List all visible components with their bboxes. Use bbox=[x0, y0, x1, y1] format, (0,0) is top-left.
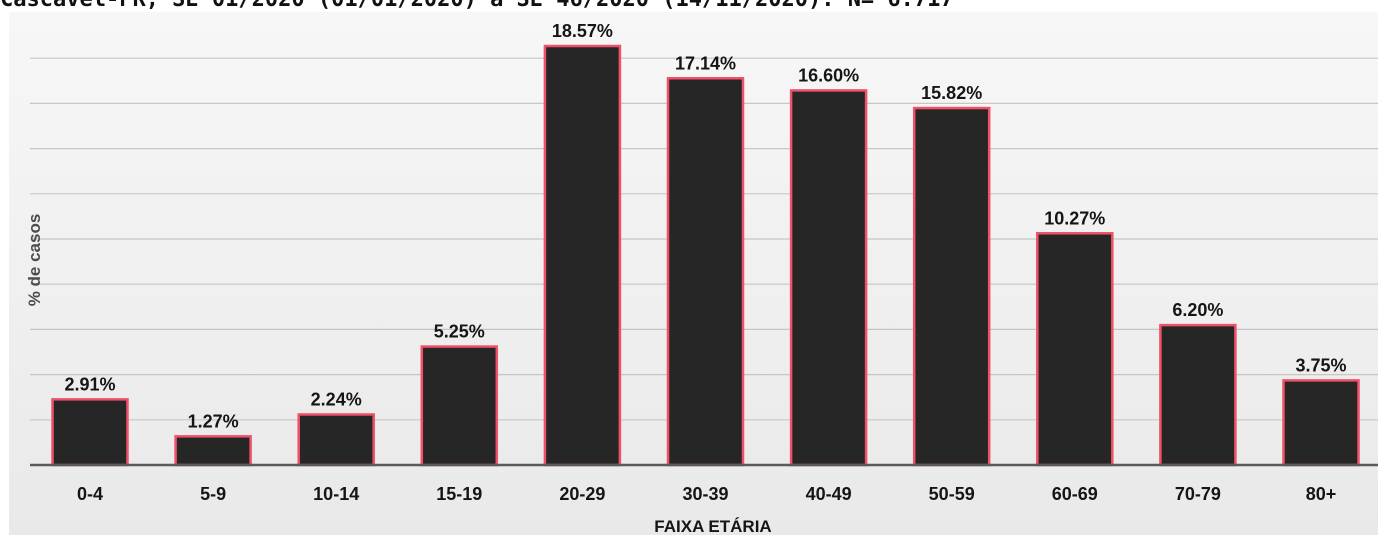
bar-value-label: 2.24% bbox=[311, 389, 362, 409]
x-tick-label: 60-69 bbox=[1052, 484, 1098, 504]
bar-value-label: 16.60% bbox=[798, 65, 859, 85]
x-axis-title: FAIXA ETÁRIA bbox=[654, 517, 771, 535]
value-labels: 2.91% 1.27% 2.24% 5.25% 18.57% 17.14% 16.60% 15… bbox=[64, 21, 1346, 431]
x-tick-label: 10-14 bbox=[313, 484, 359, 504]
x-tick-label: 40-49 bbox=[806, 484, 852, 504]
bar-60-69 bbox=[1036, 232, 1114, 467]
x-tick-label: 30-39 bbox=[682, 484, 728, 504]
x-tick-label: 15-19 bbox=[436, 484, 482, 504]
x-tick-label: 0-4 bbox=[77, 484, 103, 504]
bar-15-19 bbox=[420, 345, 499, 467]
x-tick-labels: 0-4 5-9 10-14 15-19 20-29 30-39 40-49 50-59 60-6… bbox=[77, 484, 1336, 504]
bar-30-39 bbox=[666, 77, 745, 467]
bar-value-label: 18.57% bbox=[552, 21, 613, 41]
bar-value-label: 5.25% bbox=[434, 322, 485, 342]
bar-value-label: 15.82% bbox=[921, 83, 982, 103]
x-tick-label: 5-9 bbox=[200, 484, 226, 504]
bar-0-4 bbox=[51, 398, 129, 467]
bar-80+ bbox=[1282, 379, 1360, 467]
bar-value-label: 3.75% bbox=[1295, 355, 1346, 375]
bar-70-79 bbox=[1159, 323, 1237, 467]
bars bbox=[51, 44, 1360, 467]
bar-value-label: 17.14% bbox=[675, 53, 736, 73]
chart-title-strip: Cascavel-PR, SE 01/2020 (01/01/2020) a S… bbox=[0, 0, 1378, 12]
x-tick-label: 70-79 bbox=[1175, 484, 1221, 504]
bar-value-label: 1.27% bbox=[188, 411, 239, 431]
chart-title: Cascavel-PR, SE 01/2020 (01/01/2020) a S… bbox=[0, 0, 954, 12]
bar-value-label: 2.91% bbox=[64, 374, 115, 394]
x-tick-label: 20-29 bbox=[559, 484, 605, 504]
bar-value-label: 6.20% bbox=[1172, 300, 1223, 320]
y-axis-title: % de casos bbox=[25, 214, 44, 307]
bar-10-14 bbox=[297, 413, 375, 467]
bar-5-9 bbox=[174, 435, 252, 467]
bar-20-29 bbox=[543, 44, 622, 467]
x-tick-label: 80+ bbox=[1306, 484, 1337, 504]
bar-40-49 bbox=[789, 89, 868, 467]
bar-50-59 bbox=[912, 106, 991, 467]
bar-value-label: 10.27% bbox=[1044, 208, 1105, 228]
x-tick-label: 50-59 bbox=[929, 484, 975, 504]
